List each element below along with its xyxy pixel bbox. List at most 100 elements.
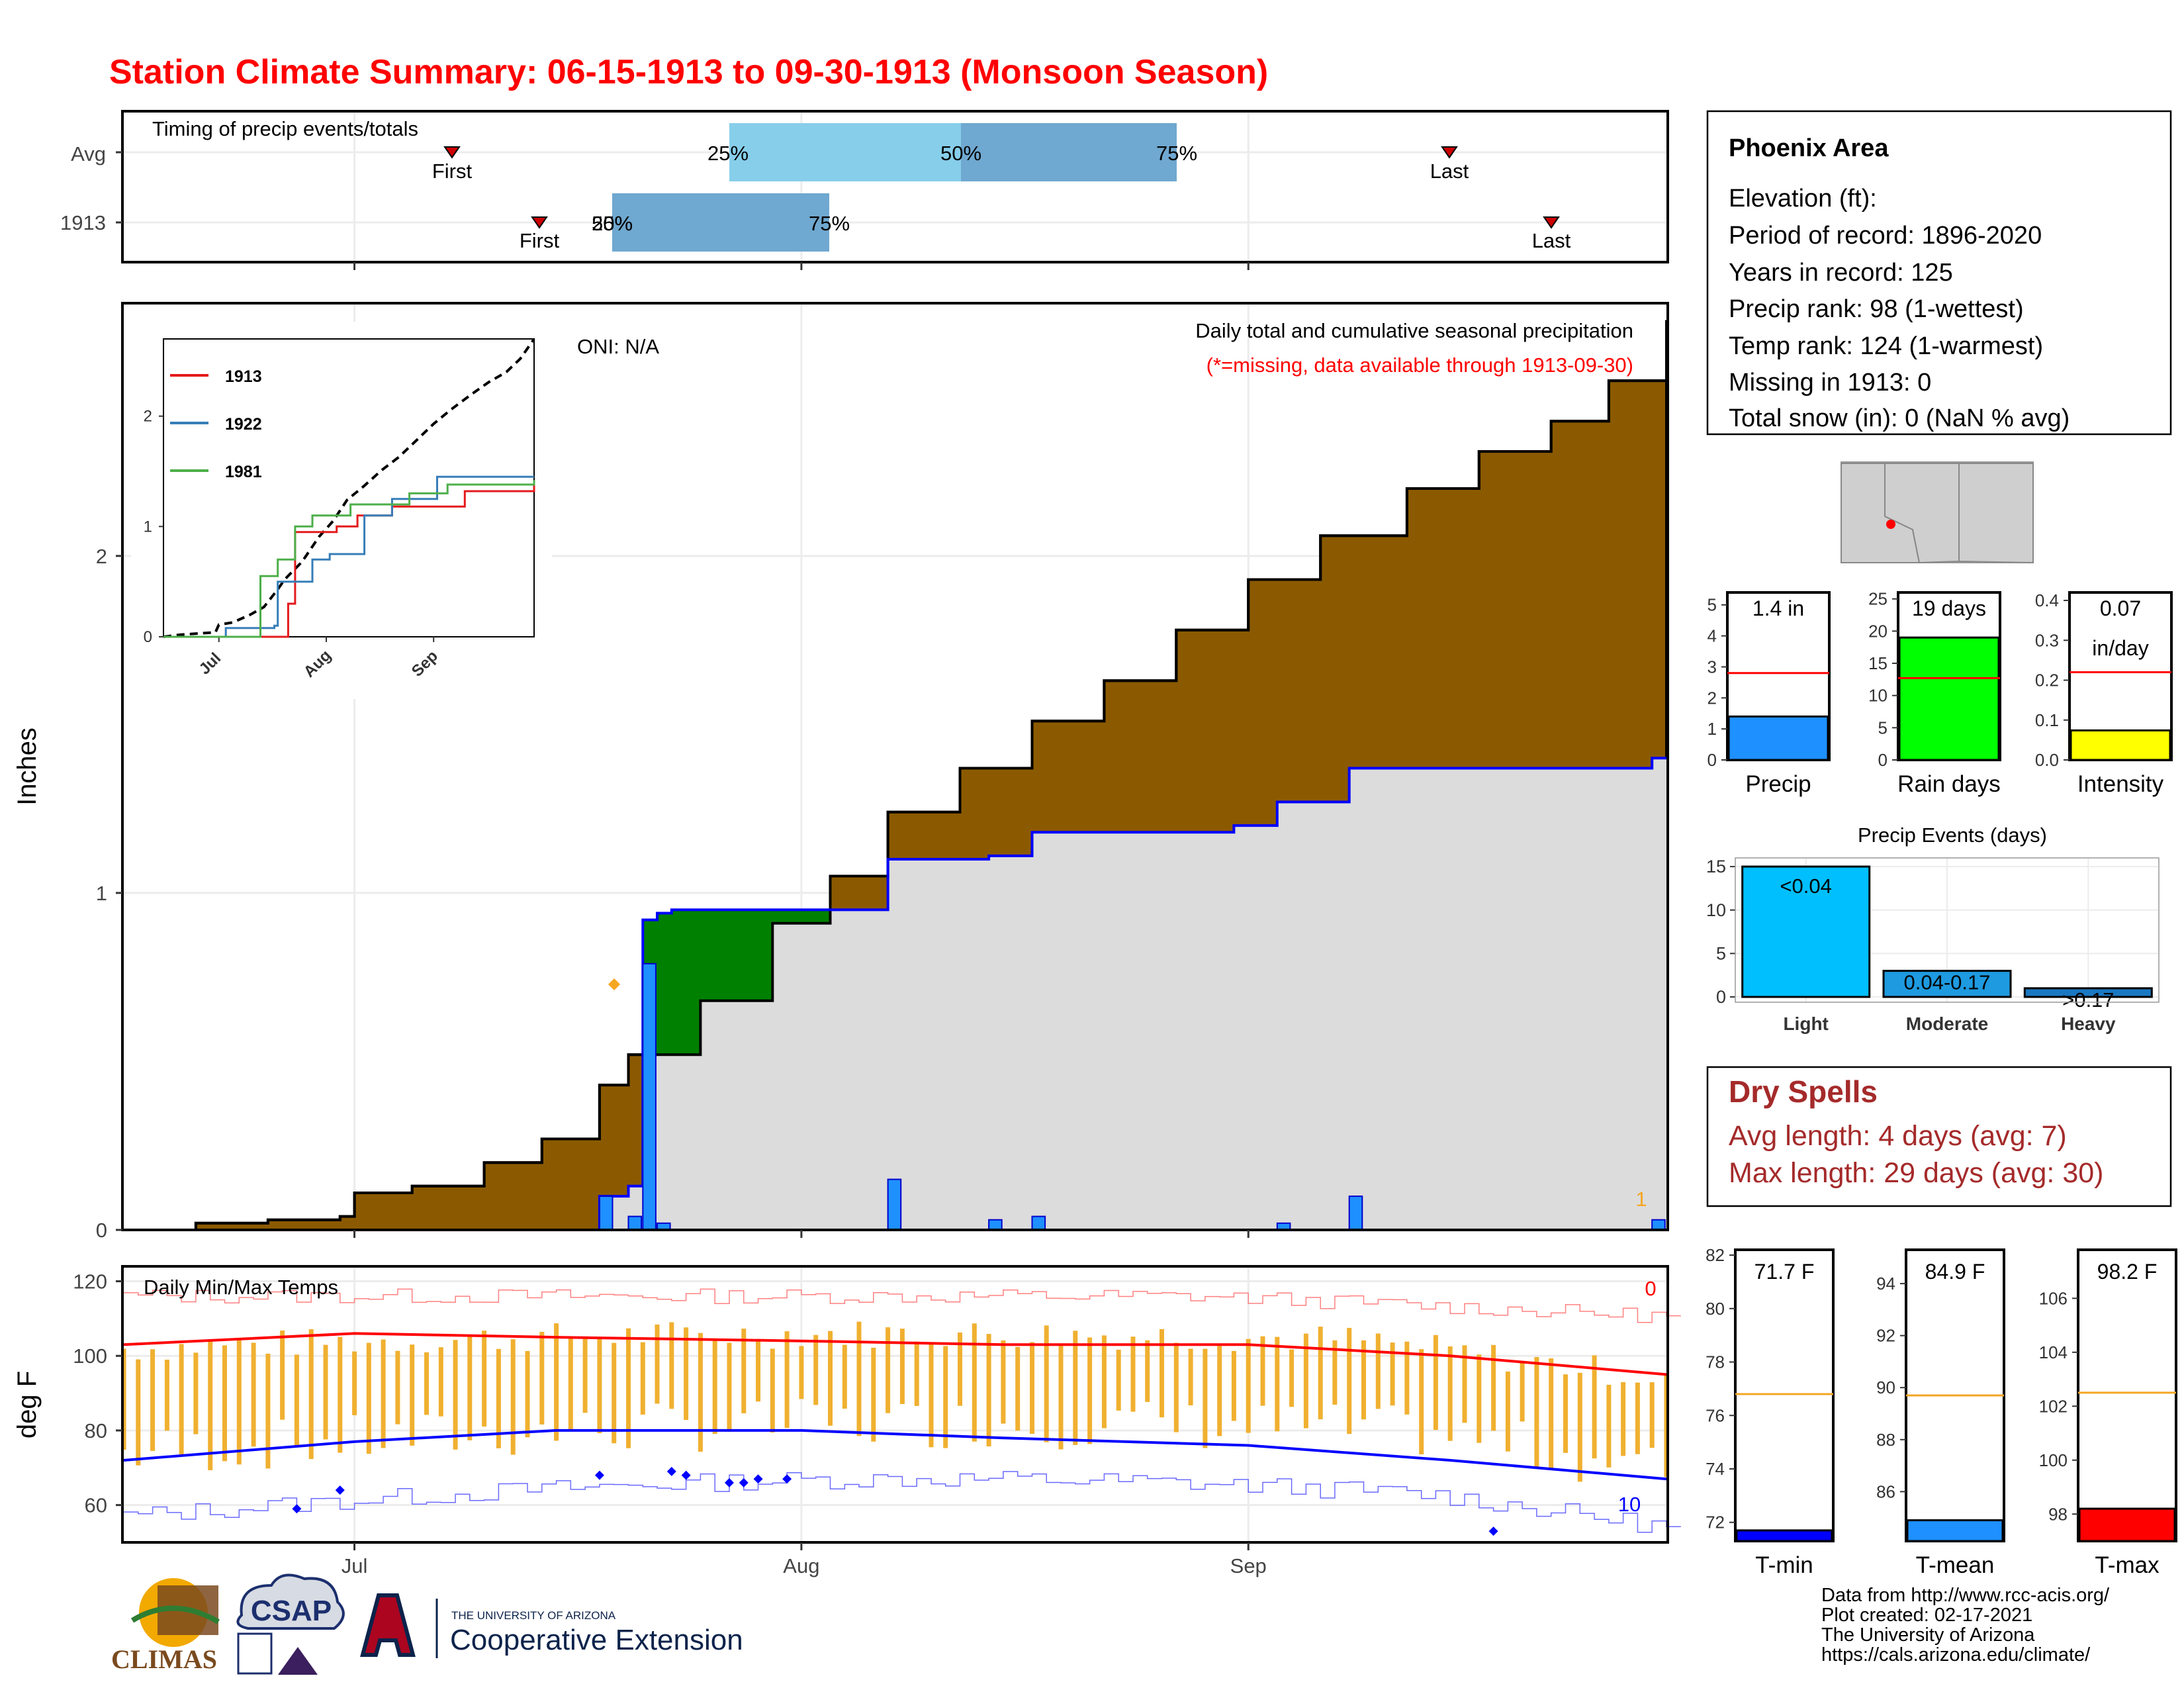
avg-q50-label: 50% (940, 142, 981, 165)
daily-temp-range-bar (482, 1331, 487, 1427)
daily-temp-range-bar (381, 1339, 386, 1448)
ua-small-text: THE UNIVERSITY OF ARIZONA (451, 1609, 616, 1622)
daily-temp-range-bar (1101, 1335, 1107, 1429)
station-location-dot (1886, 520, 1895, 529)
csap-logo: CSAP (236, 1573, 345, 1675)
summary-tick-label: 15 (1868, 653, 1888, 673)
min-records-count: 10 (1618, 1493, 1641, 1516)
inset-y-tick-label: 1 (144, 518, 152, 536)
daily-temp-range-bar (1419, 1349, 1424, 1454)
record-min-marker (753, 1474, 763, 1484)
daily-temp-range-bar (1188, 1348, 1193, 1405)
summary-value-bar (2070, 729, 2171, 761)
daily-temp-range-bar (1635, 1382, 1640, 1454)
daily-temp-range-bar (1563, 1374, 1568, 1453)
daily-temp-range-bar (1606, 1384, 1612, 1468)
temp-value-bar (1735, 1529, 1833, 1542)
temp-tick-label: 86 (1876, 1481, 1895, 1501)
daily-temp-range-bar (366, 1342, 371, 1454)
daily-temp-range-bar (597, 1337, 602, 1433)
daily-temp-range-bar (1246, 1338, 1251, 1433)
summary-tick-label: 5 (1707, 595, 1717, 615)
daily-temp-range-bar (554, 1323, 559, 1441)
temp-tick-label: 76 (1706, 1405, 1725, 1425)
daily-temp-range-bar (770, 1348, 775, 1432)
daily-temp-range-bar (496, 1348, 501, 1448)
daily-temp-range-bar (1145, 1340, 1150, 1402)
temp-summary-t-max: 98 100 102 104 106 98.2 F T-max (2039, 1248, 2177, 1578)
daily-temp-range-bar (467, 1335, 473, 1440)
inset-legend: 1913 1922 1981 (170, 367, 262, 481)
summary-bar-charts: 0 1 2 3 4 5 1.4 in Precip 0 5 10 15 20 25 19 days Rain … (1707, 589, 2173, 797)
daily-temp-range-bar (626, 1328, 631, 1448)
daily-temp-range-bar (1332, 1340, 1338, 1405)
daily-precip-bar (1348, 1196, 1363, 1231)
timing-row-year-label: 1913 (60, 211, 106, 234)
locator-map (1841, 461, 2034, 564)
station-info-line: Precip rank: 98 (1-wettest) (1729, 295, 2024, 323)
daily-temp-range-bar (438, 1347, 443, 1417)
oni-label: ONI: N/A (577, 335, 659, 358)
events-y-tick-label: 5 (1716, 943, 1726, 963)
daily-temp-range-bar (1217, 1346, 1222, 1436)
credits-line: The University of Arizona (1821, 1624, 2035, 1646)
station-info-line: Temp rank: 124 (1-warmest) (1729, 332, 2043, 360)
year-first-label: First (520, 229, 560, 252)
daily-temp-range-bar (958, 1333, 962, 1406)
daily-temp-range-bar (1116, 1349, 1121, 1411)
avg-last-marker (1441, 146, 1458, 159)
daily-temp-range-bar (1577, 1372, 1582, 1482)
daily-temp-range-bar (1073, 1331, 1078, 1445)
temp-summary-label: T-max (2095, 1552, 2160, 1578)
inset-legend-1981: 1981 (225, 463, 262, 481)
csap-logo-text: CSAP (251, 1595, 332, 1627)
temp-tick-label: 82 (1706, 1245, 1725, 1265)
daily-temp-range-bar (352, 1351, 357, 1415)
summary-tick-label: 1 (1707, 719, 1717, 739)
daily-temp-range-bar (1160, 1329, 1164, 1418)
events-y-tick-label: 10 (1706, 900, 1726, 920)
precip-y-tick-label: 1 (96, 882, 107, 905)
events-y-tick-label: 15 (1706, 857, 1726, 876)
daily-temp-range-bar (1491, 1344, 1496, 1431)
summary-value-unit: in/day (2092, 636, 2148, 660)
temp-tick-label: 100 (2039, 1450, 2068, 1470)
record-min-marker (292, 1504, 302, 1514)
daily-precip-bar (627, 1215, 643, 1231)
daily-temp-range-bar (150, 1349, 156, 1451)
temp-summary-label: T-mean (1916, 1552, 1995, 1578)
avg-q75-label: 75% (1156, 142, 1197, 165)
summary-bar-intensity: 0.0 0.1 0.2 0.3 0.4 0.07 in/day Intensity (2035, 590, 2173, 797)
daily-temp-range-bar (179, 1344, 184, 1454)
precip-event-category-label: Light (1783, 1013, 1828, 1034)
max-records-count: 0 (1645, 1277, 1656, 1300)
precip-event-bar-label: >0.17 (2062, 988, 2114, 1011)
daily-temp-range-bar (164, 1360, 169, 1431)
temperature-summary-charts: 72 74 76 78 80 82 71.7 F T-min 86 88 90 92 94 84.9 F T… (1706, 1245, 2177, 1578)
daily-temp-range-bar (842, 1344, 847, 1409)
record-min-marker (335, 1485, 345, 1495)
daily-temp-range-bar (899, 1329, 905, 1404)
temp-x-tick-label: Jul (341, 1554, 368, 1577)
daily-temp-range-bar (1260, 1336, 1265, 1406)
daily-temp-range-bar (756, 1340, 760, 1402)
daily-precip-bar (1031, 1215, 1046, 1231)
daily-temp-range-bar (568, 1338, 573, 1432)
precip-event-bar-label: 0.04-0.17 (1904, 971, 1991, 994)
daily-temp-range-bar (1462, 1345, 1467, 1423)
daily-temp-range-bar (323, 1344, 328, 1440)
dry-spells-title: Dry Spells (1729, 1074, 1878, 1109)
daily-temp-range-bar (251, 1342, 256, 1447)
daily-temp-range-bar (972, 1323, 977, 1442)
temp-tick-label: 106 (2039, 1288, 2068, 1308)
inset-legend-1922: 1922 (225, 415, 262, 434)
daily-temp-range-bar (640, 1342, 645, 1415)
page-title: Station Climate Summary: 06-15-1913 to 0… (109, 53, 1268, 91)
temp-tick-label: 74 (1706, 1459, 1725, 1479)
daily-temp-range-bar (986, 1334, 991, 1446)
station-info-line: Missing in 1913: 0 (1729, 369, 1931, 397)
summary-tick-label: 4 (1707, 626, 1717, 646)
summary-value-bar (1727, 715, 1829, 761)
temp-tick-label: 92 (1876, 1326, 1895, 1346)
